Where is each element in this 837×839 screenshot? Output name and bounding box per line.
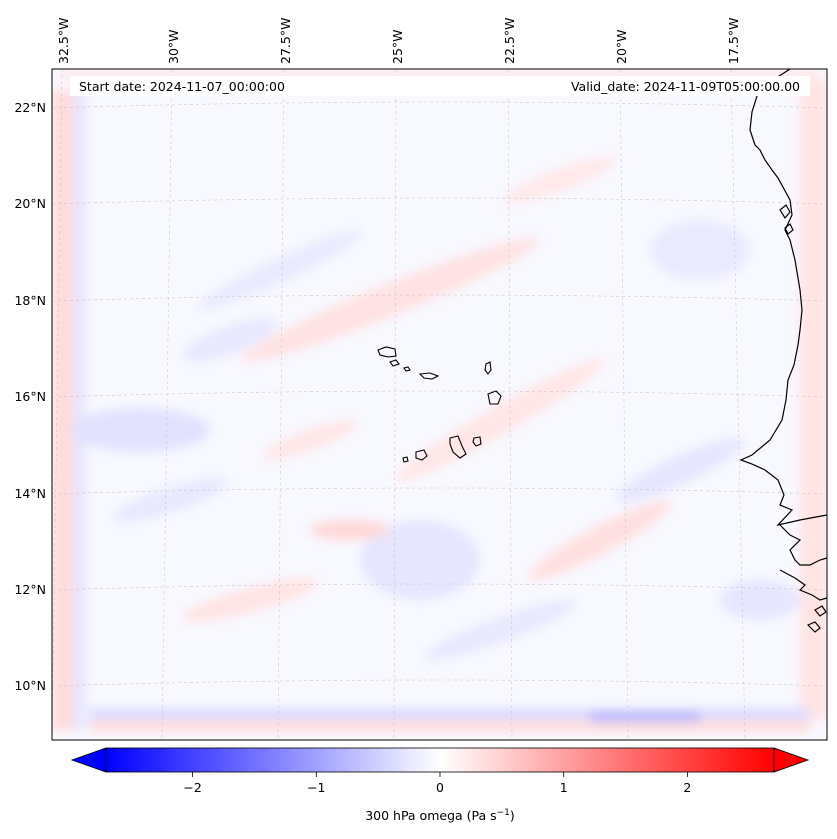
negative-streak bbox=[424, 600, 576, 660]
north-boundary-band bbox=[60, 70, 820, 78]
lon-label: 22.5°W bbox=[502, 18, 517, 64]
positive-patch bbox=[310, 520, 390, 540]
island-fogo bbox=[415, 449, 428, 461]
colorbar-tick-label: 1 bbox=[560, 780, 568, 795]
east-boundary-positive-band bbox=[800, 80, 827, 720]
island-boa-vista bbox=[487, 390, 502, 405]
south-boundary-positive-band bbox=[90, 720, 810, 732]
island-santo-antao bbox=[377, 346, 397, 358]
positive-streak bbox=[503, 157, 617, 203]
lon-label: 27.5°W bbox=[278, 18, 293, 64]
valid-date-label: Valid_date: 2024-11-09T05:00:00.00 bbox=[571, 79, 800, 94]
lat-label: 20°N bbox=[14, 196, 46, 211]
negative-streak bbox=[198, 230, 362, 310]
negative-patch bbox=[70, 408, 210, 452]
map-background bbox=[52, 69, 827, 740]
negative-patch bbox=[360, 520, 480, 600]
positive-streak bbox=[262, 420, 358, 460]
positive-streak bbox=[241, 238, 539, 362]
annotation-strip bbox=[70, 76, 810, 96]
island-sao-nicolau bbox=[418, 372, 440, 380]
colorbar-tick-label: −1 bbox=[307, 780, 325, 795]
graticule bbox=[52, 69, 827, 740]
senegal-coast-detail bbox=[779, 524, 827, 566]
positive-streak bbox=[529, 500, 671, 580]
negative-patch bbox=[650, 220, 750, 280]
colorbar-ticks: −2 −1 0 1 2 bbox=[183, 772, 691, 795]
lat-label: 12°N bbox=[14, 582, 46, 597]
lon-label: 25°W bbox=[390, 29, 405, 64]
lat-label: 18°N bbox=[14, 293, 46, 308]
map-frame bbox=[51, 68, 828, 741]
south-strong-negative-band bbox=[590, 712, 700, 722]
negative-streak bbox=[616, 437, 744, 503]
omega-field bbox=[52, 70, 827, 732]
island-sao-vicente bbox=[389, 359, 400, 367]
colorbar-max-extend bbox=[773, 747, 810, 773]
positive-streak bbox=[182, 578, 318, 622]
negative-streak bbox=[112, 478, 228, 522]
african-coastline bbox=[739, 69, 827, 527]
longitude-labels: 32.5°W 30°W 27.5°W 25°W 22.5°W 20°W 17.5… bbox=[56, 18, 741, 64]
lat-label: 22°N bbox=[14, 100, 46, 115]
lon-label: 32.5°W bbox=[56, 18, 71, 64]
colorbar: −2 −1 0 1 2 300 hPa omega (Pa s−1) bbox=[70, 747, 810, 823]
colorbar-tick-label: −2 bbox=[183, 780, 201, 795]
coastal-islands bbox=[779, 204, 794, 235]
island-sal bbox=[484, 361, 492, 375]
lon-label: 30°W bbox=[166, 29, 181, 64]
negative-streak bbox=[182, 318, 278, 362]
lat-label: 16°N bbox=[14, 389, 46, 404]
start-date-label: Start date: 2024-11-07_00:00:00 bbox=[79, 79, 285, 94]
colorbar-tick-label: 0 bbox=[436, 780, 444, 795]
cape-verde-islands bbox=[377, 346, 502, 463]
positive-streak bbox=[395, 358, 605, 482]
coastlines bbox=[739, 69, 827, 633]
bissagos-islands bbox=[806, 605, 827, 633]
guinea-bissau-coast bbox=[779, 569, 827, 601]
west-boundary-positive-band bbox=[52, 90, 74, 730]
lat-label: 14°N bbox=[14, 486, 46, 501]
latitude-labels: 22°N 20°N 18°N 16°N 14°N 12°N 10°N bbox=[14, 100, 46, 693]
lon-label: 20°W bbox=[614, 29, 629, 64]
colorbar-gradient bbox=[105, 747, 775, 773]
island-maio bbox=[472, 436, 482, 447]
south-boundary-negative-band bbox=[90, 708, 810, 722]
colorbar-min-extend bbox=[70, 747, 107, 773]
island-brava bbox=[402, 456, 409, 463]
colorbar-title: 300 hPa omega (Pa s−1) bbox=[365, 808, 515, 823]
negative-patch bbox=[720, 580, 800, 620]
colorbar-tick-label: 2 bbox=[683, 780, 691, 795]
island-santiago bbox=[449, 435, 467, 459]
west-boundary-negative-band bbox=[74, 90, 86, 730]
island-santa-luzia bbox=[403, 366, 411, 372]
lon-label: 17.5°W bbox=[726, 18, 741, 64]
lat-label: 10°N bbox=[14, 678, 46, 693]
